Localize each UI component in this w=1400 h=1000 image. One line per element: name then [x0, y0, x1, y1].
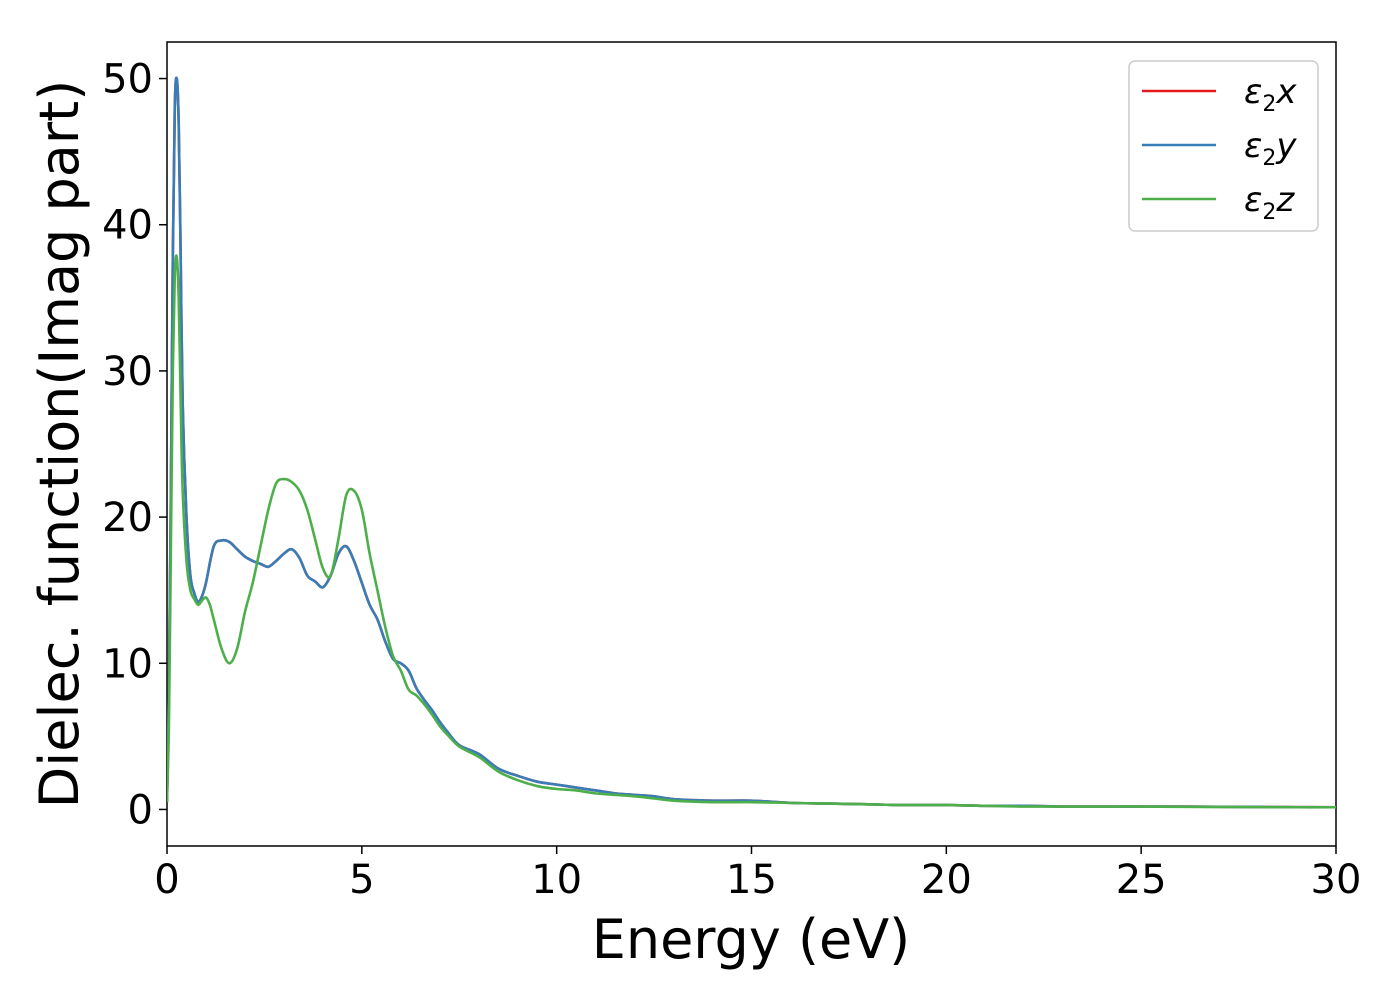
x-tick-label: 0: [154, 857, 179, 903]
y-axis-title: Dielec. function(Imag part): [28, 80, 91, 809]
y-tick-label: 0: [128, 787, 153, 833]
legend-epsilon: ε: [1244, 72, 1262, 112]
y-tick-label: 50: [102, 57, 153, 103]
x-tick-label: 5: [349, 857, 374, 903]
legend-subscript: 2: [1262, 200, 1276, 225]
legend-epsilon: ε: [1244, 126, 1262, 166]
legend-subscript: 2: [1262, 146, 1276, 171]
x-tick-label: 10: [531, 857, 582, 903]
x-tick-label: 15: [726, 857, 777, 903]
legend-axis: z: [1275, 180, 1295, 220]
y-tick-label: 30: [102, 349, 153, 395]
series-line-z: [167, 254, 1336, 809]
legend-label-z: ε2z: [1244, 180, 1295, 225]
series-layer: [167, 76, 1336, 809]
x-tick-label: 20: [921, 857, 972, 903]
x-tick-label: 30: [1311, 857, 1362, 903]
x-axis-ticks: 0 5 10 15 20 25 30: [154, 846, 1361, 903]
legend-subscript: 2: [1262, 92, 1276, 117]
legend-label-y: ε2y: [1244, 126, 1297, 171]
x-tick-label: 25: [1116, 857, 1167, 903]
legend-label-x: ε2x: [1244, 72, 1297, 117]
y-tick-label: 40: [102, 203, 153, 249]
y-tick-label: 10: [102, 641, 153, 687]
legend-frame: [1128, 60, 1319, 232]
y-axis-ticks: 0 10 20 30 40 50: [102, 57, 167, 833]
legend-axis: x: [1275, 72, 1297, 112]
y-tick-label: 20: [102, 495, 153, 541]
legend-axis: y: [1275, 126, 1297, 166]
legend-epsilon: ε: [1244, 180, 1262, 220]
x-axis-title: Energy (eV): [592, 908, 911, 971]
